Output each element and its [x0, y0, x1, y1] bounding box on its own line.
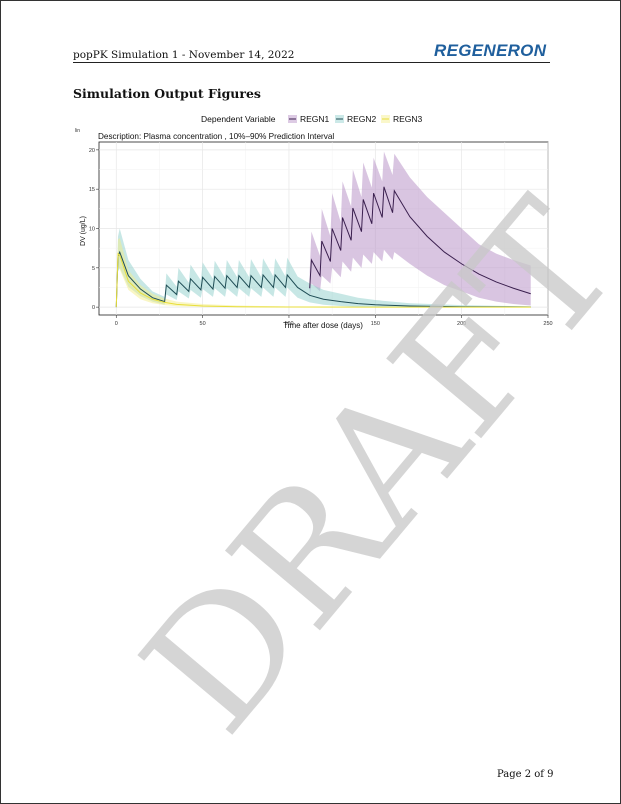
- y-tick-label: 20: [89, 148, 95, 154]
- x-axis-label: Time after dose (days): [283, 321, 363, 330]
- document-header-title: popPK Simulation 1 - November 14, 2022: [73, 49, 295, 61]
- section-title: Simulation Output Figures: [73, 86, 261, 101]
- y-axis-label: DV (ug/L): [80, 216, 87, 246]
- page-number: Page 2 of 9: [497, 769, 554, 780]
- header-rule: [73, 62, 550, 63]
- axis-ticks: 0 50 100 150 200 250 0 5 10 15 20: [89, 148, 553, 327]
- series-lines: [115, 186, 531, 308]
- x-tick-label: 250: [543, 321, 552, 327]
- x-tick-label: 200: [457, 321, 466, 327]
- chart-legend: Dependent Variable REGN1 REGN2 REGN3: [201, 114, 423, 124]
- corner-label: lin: [75, 128, 80, 134]
- y-tick-label: 10: [89, 227, 95, 233]
- y-tick-label: 0: [92, 305, 95, 311]
- x-tick-label: 100: [284, 321, 293, 327]
- legend-label-regn1: REGN1: [300, 114, 330, 124]
- legend-label-regn2: REGN2: [347, 114, 377, 124]
- x-tick-label: 0: [115, 321, 118, 327]
- y-tick-label: 5: [92, 266, 95, 272]
- line-regn1: [309, 186, 531, 295]
- line-regn2: [115, 250, 531, 308]
- y-tick-label: 15: [89, 187, 95, 193]
- line-regn3: [115, 252, 531, 308]
- x-tick-label: 150: [371, 321, 380, 327]
- legend-label-regn3: REGN3: [393, 114, 423, 124]
- company-logo: REGENERON: [434, 41, 547, 60]
- band-regn2: [116, 228, 531, 308]
- chart-description: Description: Plasma concentration , 10%–…: [98, 132, 334, 141]
- x-tick-label: 50: [200, 321, 206, 327]
- legend-title: Dependent Variable: [201, 114, 276, 124]
- pk-chart: Dependent Variable REGN1 REGN2 REGN3 lin D…: [75, 114, 553, 330]
- legend-entries: REGN1 REGN2 REGN3: [288, 114, 423, 124]
